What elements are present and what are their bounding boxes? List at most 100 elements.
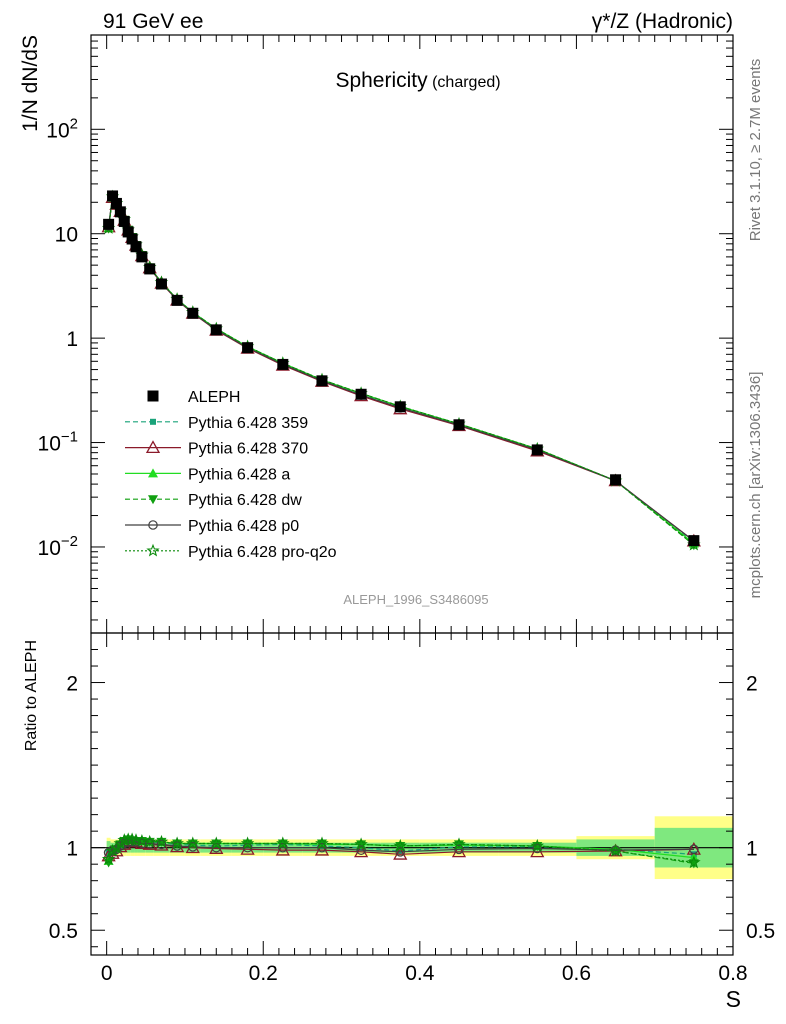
data-marker	[147, 390, 159, 402]
data-marker	[452, 837, 466, 851]
legend-label: Pythia 6.428 pro-q2o	[188, 544, 337, 561]
data-marker	[187, 842, 198, 852]
y-tick-label: 10−1	[38, 429, 78, 456]
y-tick-mantissa: 10	[46, 119, 69, 142]
y-tick-exponent: 2	[70, 115, 78, 132]
series-line	[108, 838, 694, 864]
data-marker	[130, 241, 142, 253]
series-line	[108, 195, 695, 542]
data-marker	[209, 836, 224, 850]
legend-label: Pythia 6.428 dw	[188, 492, 302, 509]
data-marker	[145, 440, 161, 454]
data-marker	[170, 836, 184, 850]
legend-entry: ALEPH	[147, 389, 240, 406]
series-aleph	[103, 190, 700, 547]
data-marker	[240, 841, 255, 855]
data-marker	[610, 474, 622, 486]
ratio-y-tick-label: 0.5	[49, 920, 78, 943]
data-marker	[240, 836, 255, 850]
chart-title-main: Sphericity	[335, 69, 428, 92]
data-marker	[394, 401, 406, 413]
ratio-y-tick-label-right: 1	[746, 838, 758, 861]
legend-entry: Pythia 6.428 359	[125, 415, 308, 432]
legend-label: Pythia 6.428 a	[188, 466, 290, 483]
y-tick-mantissa: 10	[38, 537, 61, 560]
data-marker	[688, 535, 700, 547]
data-marker	[154, 834, 169, 848]
ratio-y-tick-label-right: 0.5	[746, 920, 775, 943]
legend: ALEPH Pythia 6.428 359 Pythia 6.428 370 Pyt…	[125, 389, 337, 561]
y-tick-label: 10−2	[38, 533, 78, 560]
x-tick-label: 0.8	[718, 962, 747, 985]
data-marker	[172, 841, 182, 851]
data-marker	[185, 836, 200, 850]
ratio-panel: 0.5 0.5 1 1 2 2 0 0.2 0.4 0.6 0.8S Ratio to ALEPH	[23, 632, 775, 1012]
y-tick-exponent: −2	[61, 533, 78, 550]
y-tick-mantissa: 10	[55, 224, 78, 247]
y-tick-label: 1	[66, 328, 78, 351]
data-marker	[148, 520, 158, 530]
data-marker	[242, 342, 254, 354]
data-marker	[454, 844, 464, 855]
series-line	[108, 195, 695, 544]
data-marker	[121, 832, 135, 846]
data-marker	[276, 836, 290, 850]
data-marker	[148, 495, 158, 505]
x-tick-label: 0.6	[562, 962, 591, 985]
data-marker	[150, 418, 156, 425]
data-marker	[315, 836, 329, 850]
x-axis-title: S	[726, 986, 741, 1012]
data-marker	[101, 852, 116, 865]
data-marker	[136, 251, 148, 263]
rivet-version-label: Rivet 3.1.10, ≥ 2.7M events	[747, 59, 764, 242]
data-marker	[135, 834, 149, 847]
data-marker	[278, 842, 288, 853]
y-tick-label: 10	[55, 224, 78, 247]
ratio-y-axis-title: Ratio to ALEPH	[23, 640, 40, 751]
ratio-y-tick-label-right: 2	[746, 673, 758, 696]
data-marker	[531, 444, 543, 456]
data-marker	[110, 197, 122, 209]
header-right-label: γ*/Z (Hadronic)	[592, 10, 733, 33]
data-marker	[275, 842, 290, 856]
data-marker	[113, 836, 128, 850]
data-marker	[148, 468, 158, 478]
data-marker	[156, 839, 167, 850]
y-tick-label: 102	[46, 115, 78, 142]
data-marker	[122, 226, 134, 238]
analysis-id: ALEPH_1996_S3486095	[343, 592, 488, 607]
legend-entry: Pythia 6.428 370	[125, 440, 308, 458]
chart-subtitle: (charged)	[428, 74, 501, 91]
data-marker	[146, 543, 160, 557]
legend-entry: Pythia 6.428 p0	[125, 518, 299, 535]
data-marker	[530, 838, 545, 852]
y-tick-mantissa: 1	[66, 328, 78, 351]
data-marker	[689, 844, 699, 855]
data-marker	[354, 844, 369, 858]
series-pq2o	[101, 832, 701, 869]
data-marker	[144, 263, 156, 275]
ratio-y-tick-label: 1	[66, 838, 78, 861]
data-marker	[103, 218, 115, 230]
y-tick-exponent: −1	[61, 429, 78, 446]
header-left-label: 91 GeV ee	[103, 10, 203, 33]
data-marker	[277, 358, 289, 370]
data-marker	[355, 388, 367, 400]
legend-label: Pythia 6.428 370	[188, 441, 308, 458]
data-marker	[143, 834, 157, 848]
data-marker	[129, 833, 143, 846]
chart-title: Sphericity (charged)	[335, 69, 500, 92]
data-marker	[608, 843, 623, 857]
x-tick-label: 0.2	[249, 962, 278, 985]
data-marker	[114, 206, 126, 218]
data-marker	[393, 838, 408, 852]
data-marker	[356, 845, 366, 855]
legend-label: Pythia 6.428 p0	[188, 518, 299, 535]
legend-label: Pythia 6.428 359	[188, 415, 308, 432]
data-marker	[317, 842, 327, 853]
data-marker	[314, 842, 330, 856]
legend-entry: Pythia 6.428 pro-q2o	[125, 543, 337, 561]
data-marker	[144, 838, 155, 849]
